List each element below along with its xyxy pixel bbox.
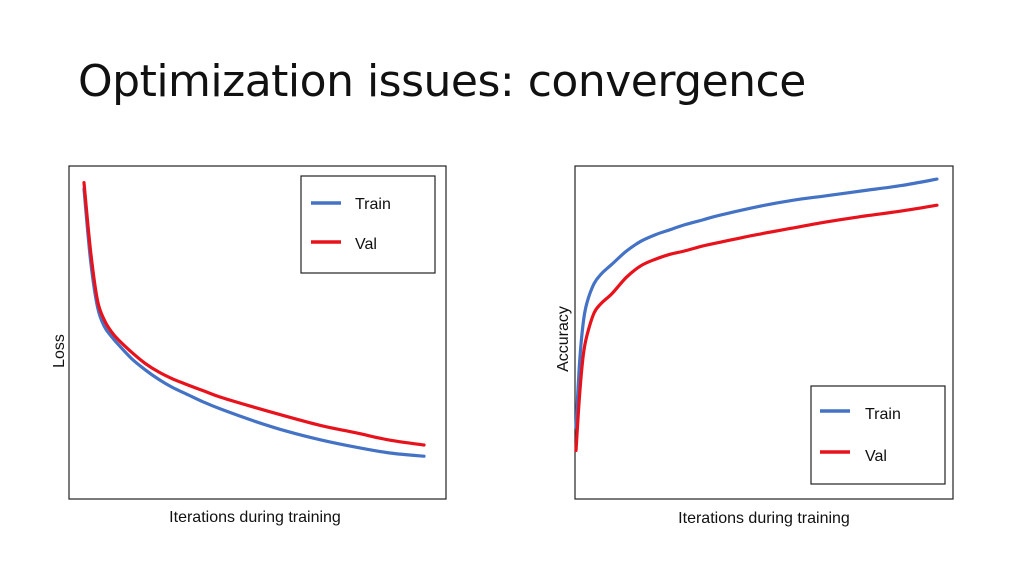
loss-series-layer	[82, 181, 426, 458]
loss-legend-val-label: Val	[355, 236, 377, 253]
accuracy-val-line	[574, 203, 939, 453]
accuracy-ylabel: Accuracy	[555, 306, 572, 372]
accuracy-chart: Train Val Iterations during training Acc…	[555, 165, 954, 527]
accuracy-legend-val-label: Val	[865, 448, 887, 465]
loss-train-line	[82, 187, 426, 458]
accuracy-legend-train-label: Train	[865, 406, 901, 423]
loss-legend-train-label: Train	[355, 196, 391, 213]
accuracy-train-line	[574, 177, 939, 430]
accuracy-xlabel: Iterations during training	[678, 510, 850, 527]
loss-xlabel: Iterations during training	[169, 509, 341, 526]
loss-chart: Train Val Iterations during training Los…	[51, 165, 447, 526]
loss-legend-box	[300, 175, 436, 274]
loss-ylabel: Loss	[51, 334, 68, 368]
loss-val-line	[82, 181, 426, 447]
accuracy-series-layer	[574, 177, 939, 453]
accuracy-legend-box	[810, 385, 946, 485]
slide-title: Optimization issues: convergence	[78, 56, 806, 107]
